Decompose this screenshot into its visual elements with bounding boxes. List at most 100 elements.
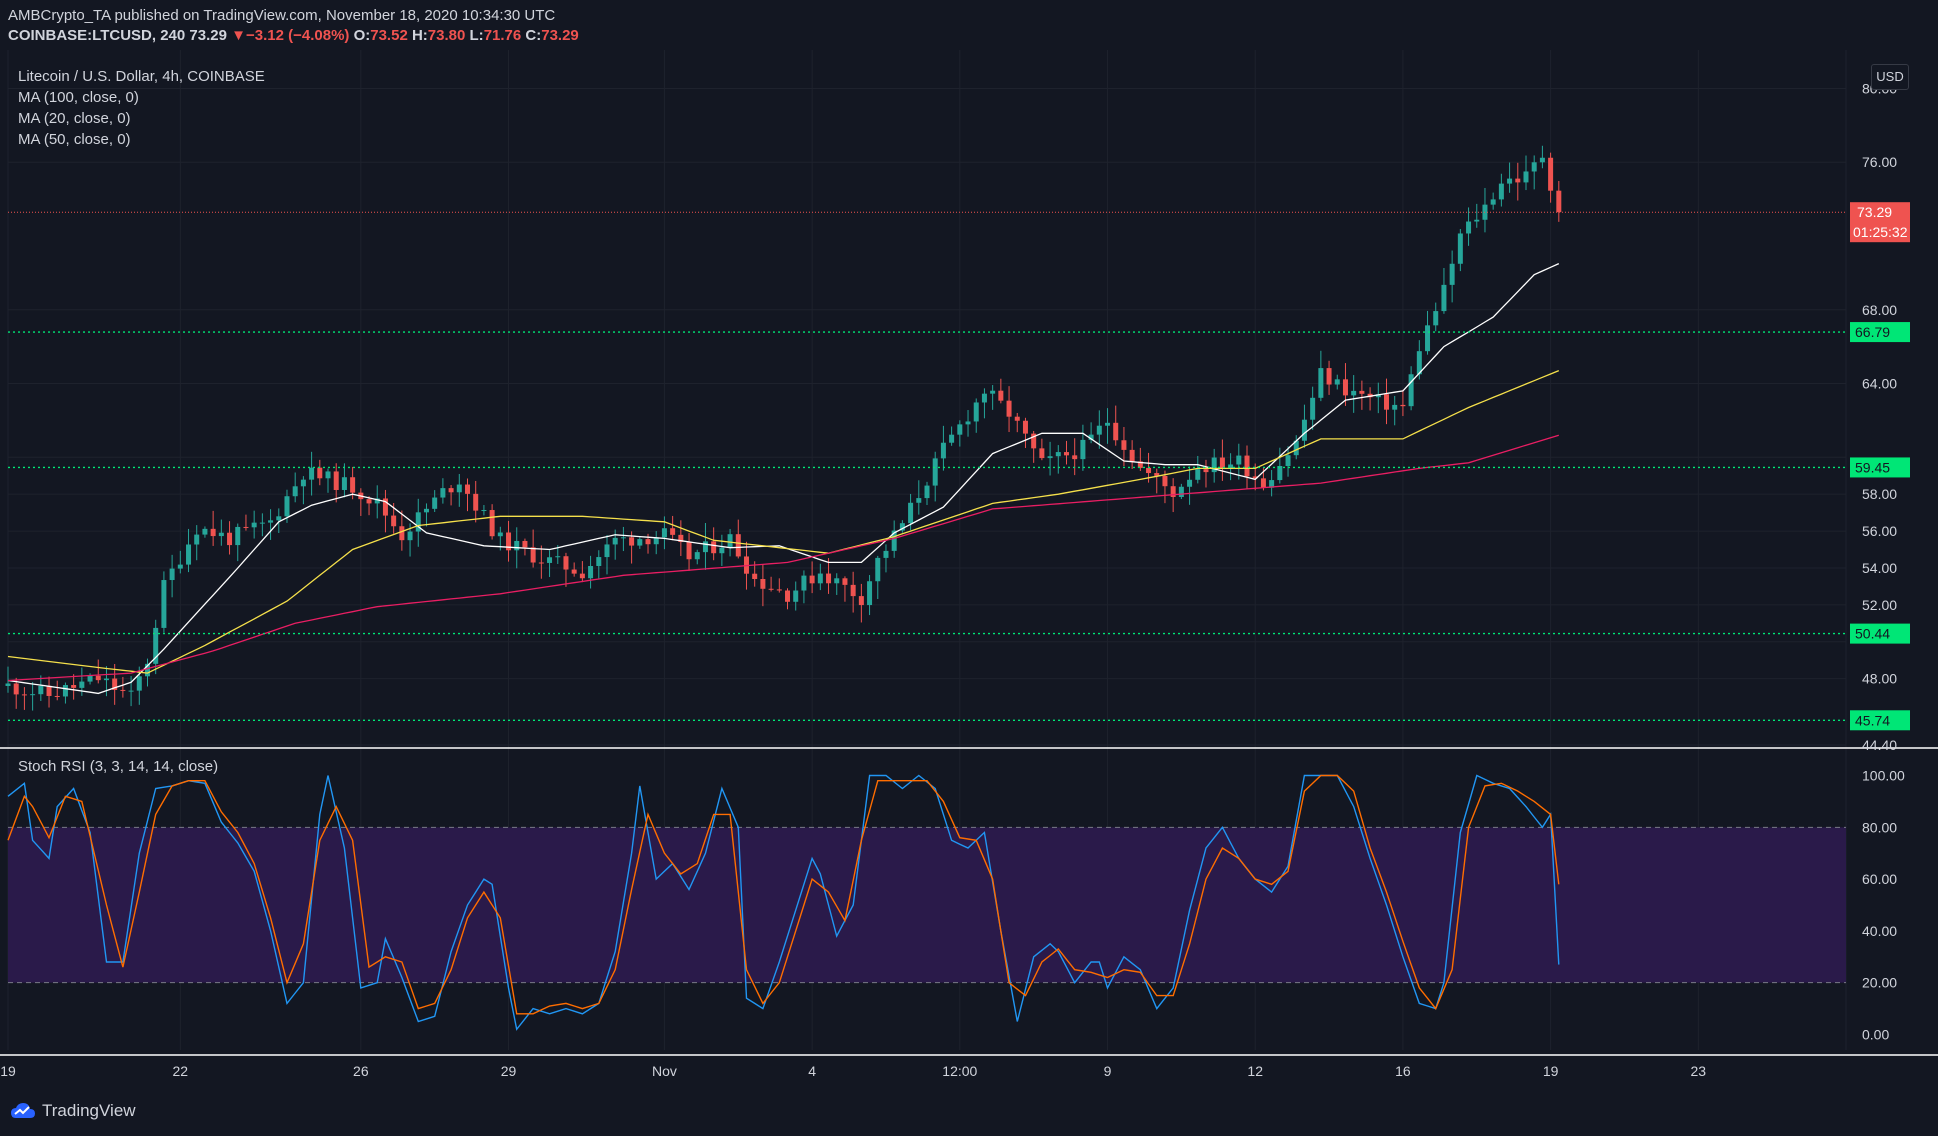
candle-body (1326, 368, 1332, 385)
ma20-line (7, 263, 1560, 695)
candle-body (949, 434, 955, 443)
candle-body (760, 578, 766, 589)
candle-body (1178, 486, 1184, 497)
down-arrow-icon: ▼ (231, 27, 246, 44)
close-label: C: (525, 27, 542, 44)
candle-body (719, 547, 725, 554)
candle-body (867, 581, 873, 606)
level-price-label: 59.45 (1855, 459, 1890, 475)
price-axis-label: 54.00 (1862, 560, 1897, 576)
candle-body (875, 557, 881, 582)
candle-body (309, 467, 315, 480)
candle-body (612, 537, 618, 545)
stoch-d-line (7, 774, 1560, 1015)
stoch-k-line (7, 774, 1560, 1031)
candle-body (103, 678, 109, 681)
candle-body (235, 526, 241, 546)
candle-body (276, 516, 282, 521)
candle-body (1203, 469, 1209, 473)
candle-body (456, 484, 462, 493)
candle-body (1400, 404, 1406, 407)
candle-body (292, 486, 298, 497)
published-text: published on TradingView.com, November 1… (114, 7, 556, 24)
candle-body (144, 663, 150, 677)
candle-body (645, 539, 651, 545)
candle-body (30, 694, 36, 696)
candle-body (1137, 461, 1143, 468)
candle-body (333, 471, 339, 490)
candle-body (768, 588, 774, 590)
candle-body (817, 573, 823, 584)
candle-body (481, 510, 487, 512)
publisher-name[interactable]: AMBCrypto_TA (8, 7, 111, 24)
time-axis-label: 16 (1395, 1063, 1411, 1079)
candle-body (1187, 479, 1193, 487)
level-price-label: 45.74 (1855, 712, 1890, 728)
time-axis-label: 12:00 (942, 1063, 977, 1079)
legend-ma20[interactable]: MA (20, close, 0) (18, 110, 131, 127)
price-axis-label: 52.00 (1862, 597, 1897, 613)
low-value: 71.76 (483, 27, 522, 44)
time-axis-label: 23 (1691, 1063, 1707, 1079)
candle-body (489, 510, 495, 537)
candle-body (1539, 157, 1545, 163)
price-axis-label: 76.00 (1862, 154, 1897, 170)
candle-body (1318, 368, 1324, 398)
stoch-rsi-title[interactable]: Stoch RSI (3, 3, 14, 14, close) (18, 758, 219, 775)
legend-ma50[interactable]: MA (50, close, 0) (18, 131, 131, 148)
price-axis-label: 56.00 (1862, 523, 1897, 539)
time-axis-label: 19 (1543, 1063, 1559, 1079)
candle-body (637, 539, 643, 546)
candle-body (981, 393, 987, 403)
candle-body (128, 690, 134, 692)
candle-body (62, 685, 68, 697)
candle-body (661, 528, 667, 538)
open-value: 73.52 (370, 27, 408, 44)
candle-body (374, 498, 380, 504)
high-value: 73.80 (427, 27, 466, 44)
candle-body (990, 390, 996, 394)
candle-body (21, 694, 27, 696)
level-price-tag (1850, 457, 1910, 478)
stoch-axis-label: 20.00 (1862, 975, 1897, 991)
candle-body (1449, 263, 1455, 285)
candle-body (522, 540, 528, 548)
candle-body (317, 467, 323, 479)
currency-button[interactable]: USD (1871, 64, 1909, 90)
candle-body (415, 512, 421, 532)
stoch-axis-label: 80.00 (1862, 819, 1897, 835)
candle-body (883, 550, 889, 558)
price-axis-label: 48.00 (1862, 671, 1897, 687)
candle-body (432, 497, 438, 509)
candle-body (1096, 425, 1102, 435)
candle-body (1228, 464, 1234, 469)
candle-body (440, 488, 446, 498)
candle-body (579, 573, 585, 579)
candle-body (95, 675, 101, 681)
tradingview-logo[interactable]: TradingView (10, 1101, 136, 1121)
candle-body (916, 498, 922, 503)
candle-body (596, 557, 602, 567)
price-change: −3.12 (−4.08%) (246, 27, 350, 44)
candle-body (71, 685, 77, 688)
candle-body (1277, 465, 1283, 481)
candle-body (1441, 284, 1447, 312)
candle-body (54, 695, 60, 697)
time-axis-label: 9 (1104, 1063, 1112, 1079)
candle-body (268, 520, 274, 523)
candle-body (350, 477, 356, 493)
series-title[interactable]: Litecoin / U.S. Dollar, 4h, COINBASE (18, 68, 265, 85)
candle-body (87, 675, 93, 682)
last-price-label: 73.29 (1857, 204, 1892, 220)
candle-body (842, 578, 848, 585)
candle-body (514, 540, 520, 551)
candle-body (620, 537, 626, 539)
candle-body (571, 569, 577, 574)
candle-body (79, 681, 85, 688)
legend-ma100[interactable]: MA (100, close, 0) (18, 89, 139, 106)
candle-body (858, 596, 864, 606)
candle-body (908, 502, 914, 524)
candle-body (702, 541, 708, 553)
candle-body (998, 390, 1004, 401)
